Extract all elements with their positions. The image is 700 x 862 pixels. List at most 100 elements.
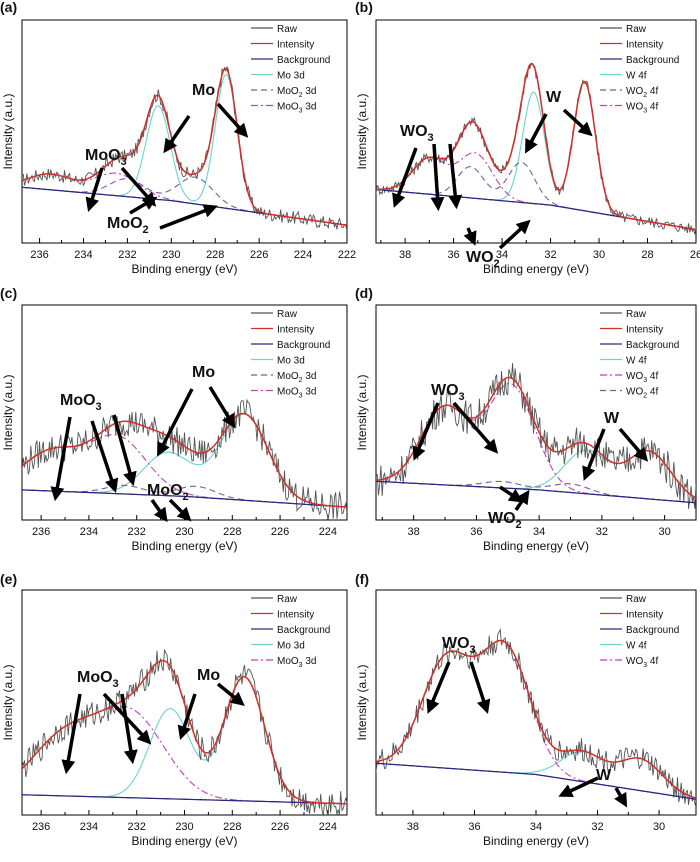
x-tick-label: 230 [175,821,193,833]
x-tick-label: 232 [118,249,136,261]
x-tick-label: 34 [496,249,508,261]
x-tick-label: 226 [271,821,289,833]
annotation-arrow [452,401,499,454]
x-axis-label: Binding energy (eV) [483,834,589,848]
intensity-fit-line [376,639,696,799]
annotation-arrow [157,388,194,457]
panel-label: (b) [355,0,373,15]
x-tick-label: 232 [128,821,146,833]
legend-label: WO2 4f [626,387,658,400]
panel-label: (c) [0,285,17,301]
panel-label: (f) [355,571,369,587]
x-axis-label: Binding energy (eV) [131,262,237,276]
y-axis-label: Intensity (a.u.) [355,93,369,169]
x-tick-label: 38 [399,249,411,261]
peak-annotation: MoO3 [85,147,127,168]
x-tick-label: 36 [470,526,482,538]
x-tick-label: 30 [659,526,671,538]
annotation-arrow [129,196,158,215]
annotation-arrow [525,113,548,154]
x-tick-label: 32 [596,526,608,538]
raw-data-line [22,649,347,815]
x-tick-label: 34 [533,526,545,538]
y-axis-label: Intensity (a.u.) [1,664,15,740]
plot-frame [375,589,697,816]
intensity-fit-line [22,67,347,226]
peak-annotation: MoO2 [147,482,189,503]
legend-label: WO3 4f [626,371,658,384]
x-tick-label: 236 [30,249,48,261]
legend-label: Background [626,625,679,636]
annotation-arrow [514,489,530,511]
annotation-arrow [426,661,451,714]
x-tick-label: 36 [447,249,459,261]
intensity-fit-line [22,659,347,805]
legend-label: Raw [626,594,647,605]
annotation-arrow [208,386,236,429]
plot-area [376,628,696,808]
legend-label: Intensity [626,610,663,621]
xps-panel: (f) 38 36 34 32 30 Binding energy (eV) Intensit… [355,571,697,848]
xps-panel: (e) 236 234 232 230 228 226 224 Binding energy (… [0,571,348,848]
background-line [22,794,347,805]
plot-area [22,649,347,815]
legend-label: MoO2 3d [277,86,316,99]
x-axis-label: Binding energy (eV) [131,834,237,848]
annotation-arrow [618,427,649,462]
x-tick-label: 28 [641,249,653,261]
background-line [376,188,696,231]
annotation-arrow [163,115,191,154]
annotation-arrow [112,414,137,487]
y-axis-label: Intensity (a.u.) [355,664,369,740]
raw-data-line [376,63,696,235]
x-tick-label: 236 [32,526,50,538]
x-tick-label: 32 [591,821,603,833]
peak-annotation: W [596,767,612,784]
component-peak-wo3-4f [376,152,696,231]
plot-area [22,398,347,520]
panel-label: (a) [0,0,17,15]
legend-label: Background [626,55,679,66]
annotation-arrow [392,147,418,208]
legend: Raw Intensity Background W 4f WO3 4f WO2 4f [600,309,679,400]
x-tick-label: 38 [408,526,420,538]
x-tick-label: 228 [206,249,224,261]
annotation-arrow [150,498,168,523]
legend: Raw Intensity Background Mo 3d MoO2 3d MoO3 3… [251,309,330,400]
peak-annotation: WO3 [431,382,465,403]
legend: Raw Intensity Background Mo 3d MoO3 3d [251,594,330,669]
x-tick-label: 232 [128,526,146,538]
annotation-arrow [582,428,606,481]
annotation-arrow [469,661,491,714]
legend-label: Mo 3d [277,641,305,652]
legend-label: Intensity [626,325,663,336]
y-axis-label: Intensity (a.u.) [1,93,15,169]
x-axis-label: Binding energy (eV) [483,539,589,553]
annotation-arrow [159,204,218,230]
legend: Raw Intensity Background W 4f WO3 4f [600,594,679,669]
peak-annotation: Mo [192,364,215,381]
x-tick-label: 226 [271,526,289,538]
legend-label: Mo 3d [277,71,305,82]
panel-label: (e) [0,571,17,587]
legend-label: Background [277,625,330,636]
x-tick-label: 224 [294,249,312,261]
legend-label: MoO3 3d [277,387,316,400]
peak-annotation: MoO3 [60,392,102,413]
legend-label: MoO3 3d [277,102,316,115]
annotation-arrow [614,787,628,808]
legend-label: Raw [277,594,298,605]
background-line [22,489,347,508]
annotation-arrow [90,420,119,493]
x-tick-label: 26 [690,249,700,261]
background-line [376,480,696,504]
peak-annotation: MoO3 [77,669,119,690]
x-tick-label: 36 [468,821,480,833]
annotation-arrow [430,143,445,212]
annotation-arrow [216,682,245,706]
legend-label: Intensity [277,40,314,51]
x-tick-label: 34 [530,821,542,833]
legend-label: Raw [277,309,298,320]
annotation-arrow [216,102,249,138]
x-tick-label: 38 [407,821,419,833]
